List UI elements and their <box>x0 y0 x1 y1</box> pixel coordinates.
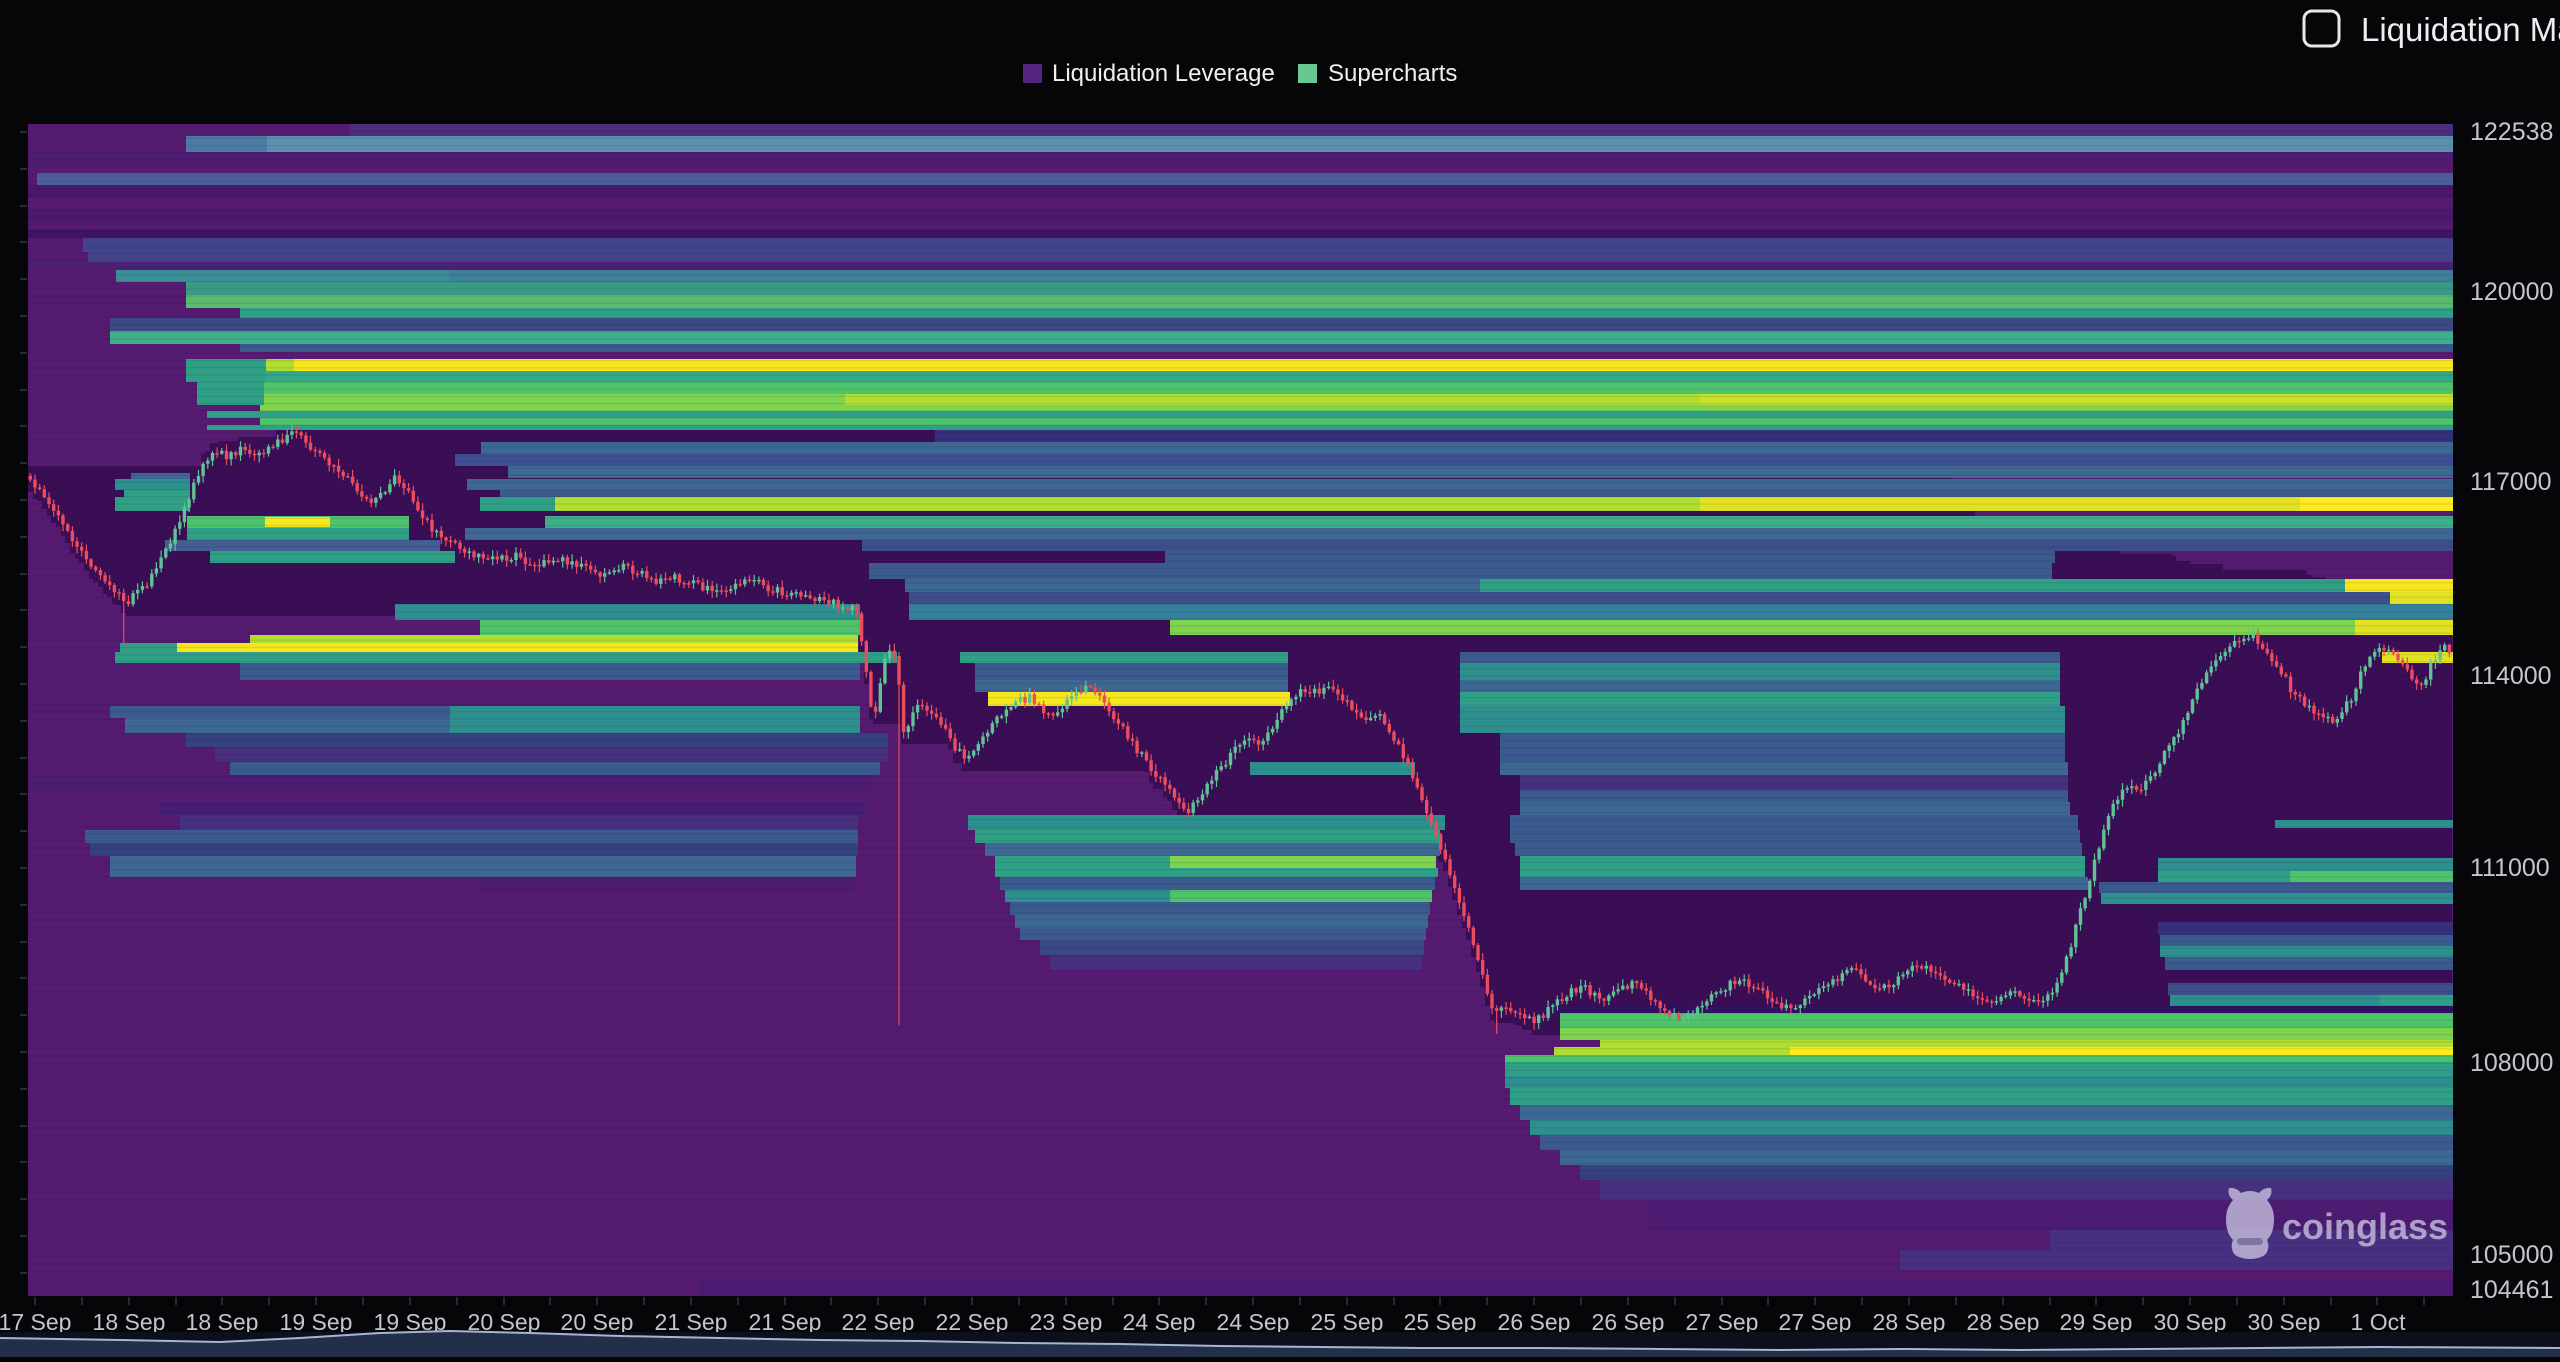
svg-text:21 Sep: 21 Sep <box>655 1309 728 1335</box>
svg-text:30 Sep: 30 Sep <box>2248 1309 2321 1335</box>
svg-text:20 Sep: 20 Sep <box>468 1309 541 1335</box>
svg-text:26 Sep: 26 Sep <box>1592 1309 1665 1335</box>
svg-text:114000: 114000 <box>2470 662 2552 690</box>
svg-text:122538: 122538 <box>2470 118 2553 146</box>
svg-text:27 Sep: 27 Sep <box>1779 1309 1852 1335</box>
svg-text:108000: 108000 <box>2470 1049 2553 1077</box>
svg-text:105000: 105000 <box>2470 1241 2553 1269</box>
svg-text:21 Sep: 21 Sep <box>749 1309 822 1335</box>
svg-text:27 Sep: 27 Sep <box>1686 1309 1759 1335</box>
svg-text:1 Oct: 1 Oct <box>2351 1309 2407 1335</box>
svg-text:18 Sep: 18 Sep <box>186 1309 259 1335</box>
svg-text:30 Sep: 30 Sep <box>2154 1309 2227 1335</box>
svg-text:28 Sep: 28 Sep <box>1873 1309 1946 1335</box>
svg-text:Liquidation Map: Liquidation Map <box>2361 11 2560 48</box>
svg-text:120000: 120000 <box>2470 278 2553 306</box>
svg-text:coinglass: coinglass <box>2282 1206 2448 1247</box>
svg-text:23 Sep: 23 Sep <box>1030 1309 1103 1335</box>
svg-text:24 Sep: 24 Sep <box>1217 1309 1290 1335</box>
svg-text:29 Sep: 29 Sep <box>2060 1309 2133 1335</box>
svg-text:17 Sep: 17 Sep <box>0 1309 71 1335</box>
svg-text:24 Sep: 24 Sep <box>1123 1309 1196 1335</box>
svg-text:28 Sep: 28 Sep <box>1967 1309 2040 1335</box>
svg-text:117000: 117000 <box>2470 468 2552 496</box>
svg-text:25 Sep: 25 Sep <box>1311 1309 1384 1335</box>
svg-text:111000: 111000 <box>2470 854 2550 882</box>
svg-text:Supercharts: Supercharts <box>1328 60 1457 87</box>
svg-text:Liquidation Leverage: Liquidation Leverage <box>1052 60 1275 87</box>
svg-text:26 Sep: 26 Sep <box>1498 1309 1571 1335</box>
svg-text:20 Sep: 20 Sep <box>561 1309 634 1335</box>
svg-text:22 Sep: 22 Sep <box>842 1309 915 1335</box>
svg-text:25 Sep: 25 Sep <box>1404 1309 1477 1335</box>
svg-text:19 Sep: 19 Sep <box>280 1309 353 1335</box>
svg-text:104461: 104461 <box>2470 1276 2553 1304</box>
svg-text:22 Sep: 22 Sep <box>936 1309 1009 1335</box>
svg-text:18 Sep: 18 Sep <box>93 1309 166 1335</box>
